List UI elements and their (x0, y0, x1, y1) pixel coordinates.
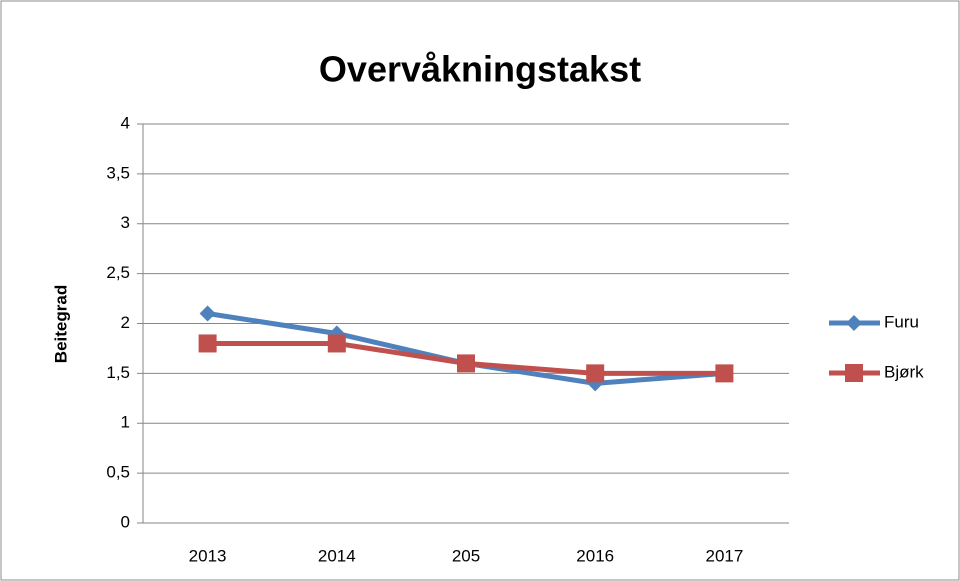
y-tick-label: 1 (121, 413, 130, 432)
y-tick-label: 2,5 (106, 263, 130, 282)
data-point (199, 305, 216, 322)
chart-title: Overvåkningstakst (319, 49, 641, 90)
x-tick-label: 205 (452, 546, 480, 565)
x-tick-label: 2013 (189, 546, 227, 565)
legend-marker (845, 364, 863, 382)
data-point (457, 354, 475, 373)
legend-marker (846, 315, 862, 331)
data-point (715, 364, 734, 383)
y-tick-label: 0 (121, 512, 130, 531)
y-tick-label: 2 (121, 313, 130, 332)
legend-label: Furu (884, 312, 919, 331)
y-tick-label: 1,5 (106, 363, 130, 382)
y-tick-label: 3 (121, 213, 130, 232)
y-tick-label: 3,5 (106, 163, 130, 182)
y-tick-label: 0,5 (106, 463, 130, 482)
y-tick-label: 4 (121, 113, 130, 132)
data-point (586, 364, 605, 383)
x-tick-label: 2016 (576, 546, 614, 565)
y-axis-title: Beitegrad (51, 285, 70, 363)
data-point (327, 334, 346, 353)
x-tick-label: 2017 (705, 546, 743, 565)
legend-label: Bjørk (884, 362, 924, 381)
data-point (198, 334, 217, 353)
x-tick-label: 2014 (318, 546, 356, 565)
